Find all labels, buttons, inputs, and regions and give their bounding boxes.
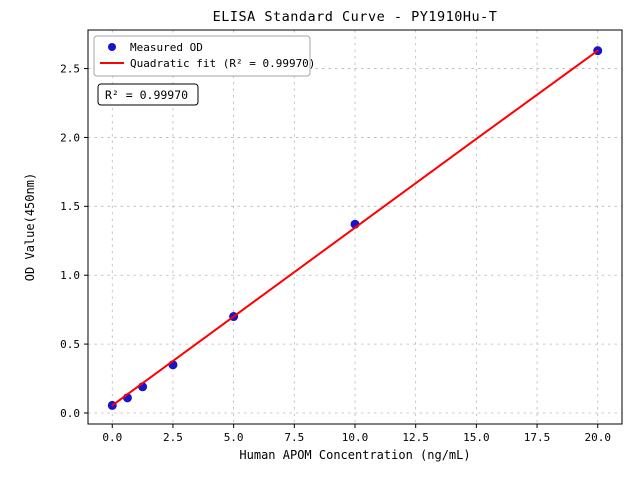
- x-tick-label: 0.0: [102, 431, 122, 444]
- y-tick-label: 1.0: [60, 269, 80, 282]
- annotation-box: [97, 83, 199, 106]
- y-axis-label: OD Value(450nm): [23, 173, 37, 281]
- x-axis-label: Human APOM Concentration (ng/mL): [239, 448, 470, 462]
- fit-line: [111, 49, 599, 407]
- x-tick-label: 12.5: [402, 431, 429, 444]
- y-tick-label: 1.5: [60, 200, 80, 213]
- x-tick-label: 5.0: [224, 431, 244, 444]
- y-tick-label: 2.0: [60, 131, 80, 144]
- x-tick-label: 15.0: [463, 431, 490, 444]
- y-tick-label: 2.5: [60, 62, 80, 75]
- r-squared-annotation: R² = 0.99970: [97, 83, 199, 106]
- legend-box: [93, 35, 311, 77]
- x-tick-label: 2.5: [163, 431, 183, 444]
- annotation-text: R² = 0.99970: [105, 88, 188, 102]
- legend-label-quadratic-fit: Quadratic fit (R² = 0.99970): [130, 57, 315, 70]
- x-tick-label: 20.0: [584, 431, 611, 444]
- legend-scatter-marker-icon: [108, 43, 116, 51]
- x-tick-label: 17.5: [524, 431, 551, 444]
- x-tick-label: 7.5: [284, 431, 304, 444]
- legend: Measured OD Quadratic fit (R² = 0.99970): [93, 35, 315, 77]
- plot-border: [87, 29, 623, 425]
- legend-label-measured-od: Measured OD: [130, 41, 203, 54]
- chart-title: ELISA Standard Curve - PY1910Hu-T: [213, 9, 498, 25]
- x-tick-label: 10.0: [342, 431, 369, 444]
- y-tick-label: 0.0: [60, 407, 80, 420]
- y-tick-label: 0.5: [60, 338, 80, 351]
